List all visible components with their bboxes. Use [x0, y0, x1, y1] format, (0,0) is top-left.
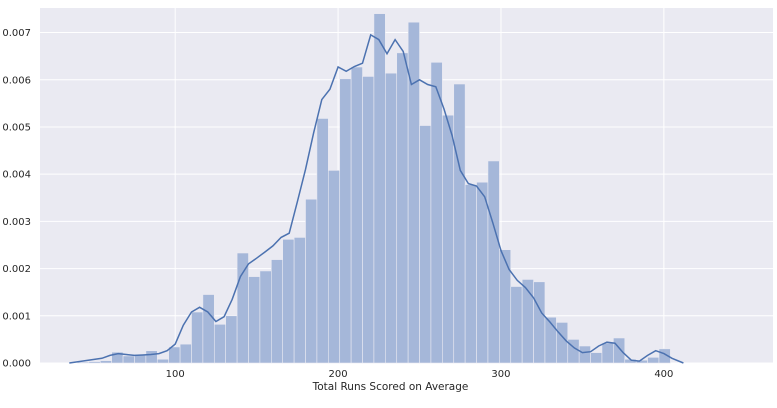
histogram-bar — [248, 276, 261, 364]
y-tick-label: 0.006 — [2, 75, 31, 86]
histogram-bar — [373, 13, 386, 364]
kde-density-line — [69, 33, 684, 364]
y-tick-label: 0.005 — [2, 122, 31, 133]
histogram-bar — [407, 21, 420, 364]
x-axis-label: Total Runs Scored on Average — [312, 381, 469, 393]
histogram-bar — [191, 311, 204, 364]
histogram-bar — [236, 252, 249, 364]
histogram-bar — [499, 249, 512, 364]
histogram-bar — [487, 160, 500, 364]
histogram-bar — [350, 66, 363, 364]
histogram-bar — [156, 358, 169, 364]
histogram-bar — [99, 360, 112, 364]
histogram-bar — [442, 114, 455, 364]
x-tick-label: 100 — [166, 369, 185, 380]
y-tick-label: 0.001 — [2, 311, 31, 322]
histogram-bar — [590, 352, 603, 364]
histogram-bar — [430, 61, 443, 364]
histogram-bars — [77, 13, 671, 364]
histogram-bar — [179, 343, 192, 364]
x-tick-label: 300 — [491, 369, 510, 380]
y-tick-label: 0.000 — [2, 359, 31, 370]
histogram-bar — [328, 170, 341, 364]
histogram-bar — [293, 237, 306, 364]
histogram-bar — [533, 281, 546, 364]
y-tick-label: 0.002 — [2, 264, 31, 275]
y-axis-ticks: 0.000 0.001 0.002 0.003 0.004 0.005 0.006 0.007 — [2, 28, 31, 369]
histogram-bar — [658, 348, 671, 364]
x-tick-label: 400 — [654, 369, 673, 380]
histogram-bar — [476, 181, 489, 364]
histogram-bar — [168, 346, 181, 364]
histogram-bar — [556, 322, 569, 364]
histogram-bar — [510, 286, 523, 364]
y-tick-label: 0.003 — [2, 217, 31, 228]
histogram-bar — [362, 76, 375, 364]
histogram-bar — [601, 342, 614, 364]
histogram-bar — [225, 315, 238, 364]
histogram-bar — [578, 345, 591, 364]
histogram-bar — [613, 337, 626, 364]
histogram-bar — [453, 83, 466, 364]
histogram-bar — [202, 294, 215, 364]
histogram-bar — [88, 361, 101, 364]
histogram-bar — [259, 270, 272, 364]
histogram-bar — [521, 279, 534, 364]
histogram-bar — [385, 72, 398, 364]
histogram-bar — [316, 118, 329, 364]
histogram-bar — [647, 357, 660, 364]
histogram-bar — [464, 184, 477, 364]
histogram-bar — [213, 323, 226, 364]
y-tick-label: 0.007 — [2, 28, 31, 39]
x-tick-label: 200 — [329, 369, 348, 380]
histogram-bar — [145, 350, 158, 364]
histogram-bar — [419, 125, 432, 364]
histogram-bar — [339, 78, 352, 364]
histogram-bar — [396, 52, 409, 364]
histogram-bar — [122, 355, 135, 364]
y-tick-label: 0.004 — [2, 170, 31, 181]
histogram-bar — [282, 239, 295, 364]
histogram-bar — [271, 259, 284, 364]
x-axis-ticks: 100 200 300 400 — [166, 369, 674, 380]
histogram-bar — [305, 198, 318, 364]
